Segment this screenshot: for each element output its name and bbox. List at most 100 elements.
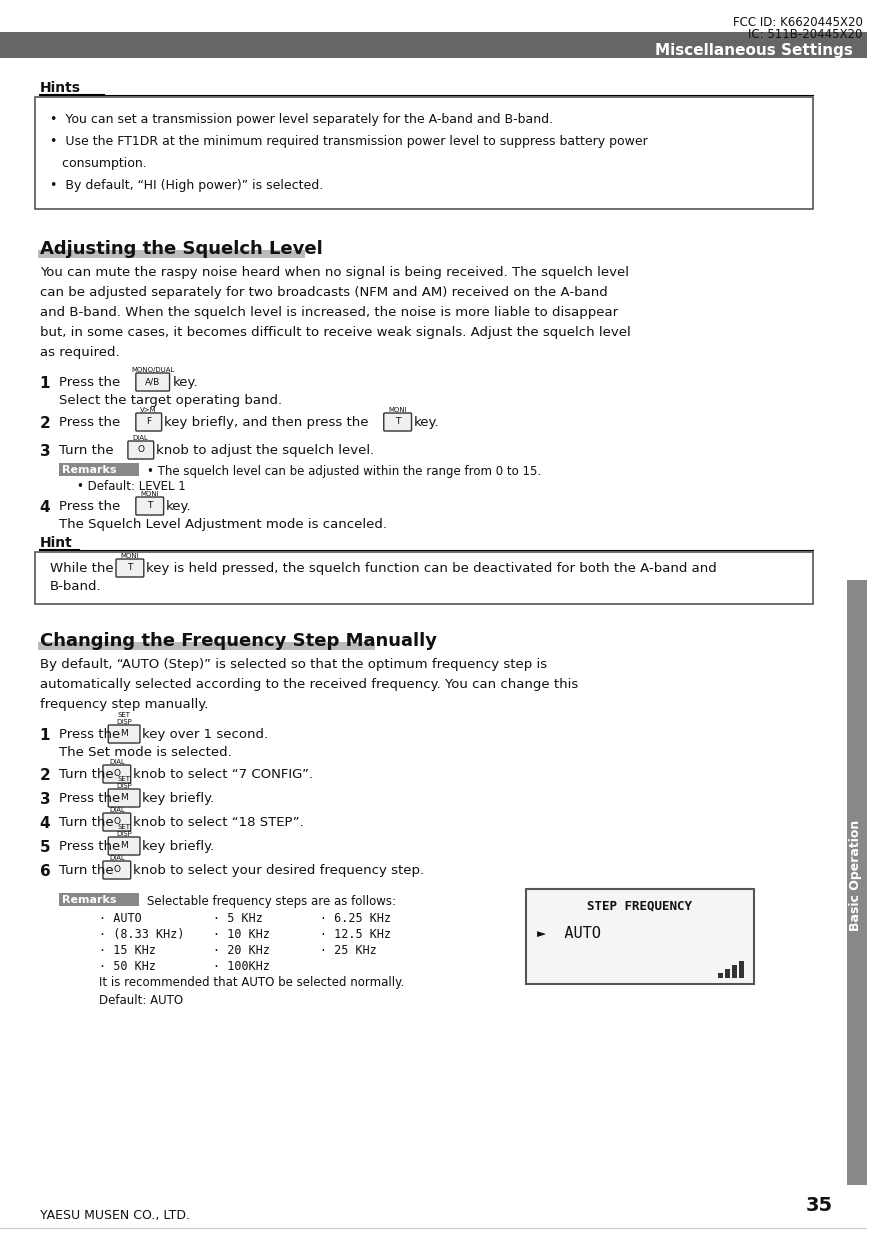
- Text: can be adjusted separately for two broadcasts (NFM and AM) received on the A-ban: can be adjusted separately for two broad…: [39, 285, 607, 299]
- Text: By default, “AUTO (Step)” is selected so that the optimum frequency step is: By default, “AUTO (Step)” is selected so…: [39, 658, 547, 671]
- Text: Miscellaneous Settings: Miscellaneous Settings: [655, 42, 853, 57]
- Text: •  Use the FT1DR at the minimum required transmission power level to suppress ba: • Use the FT1DR at the minimum required …: [50, 135, 648, 148]
- Text: Turn the: Turn the: [59, 444, 114, 457]
- Text: A/B: A/B: [145, 377, 160, 386]
- Text: Turn the: Turn the: [59, 817, 114, 829]
- Text: Default: AUTO: Default: AUTO: [99, 994, 184, 1006]
- Text: · (8.33 KHz)    · 10 KHz       · 12.5 KHz: · (8.33 KHz) · 10 KHz · 12.5 KHz: [99, 928, 392, 941]
- Text: knob to adjust the squelch level.: knob to adjust the squelch level.: [156, 444, 374, 457]
- Text: Turn the: Turn the: [59, 864, 114, 877]
- FancyBboxPatch shape: [128, 441, 154, 459]
- Text: You can mute the raspy noise heard when no signal is being received. The squelch: You can mute the raspy noise heard when …: [39, 266, 628, 279]
- Text: Remarks: Remarks: [62, 465, 117, 475]
- Text: key is held pressed, the squelch function can be deactivated for both the A-band: key is held pressed, the squelch functio…: [146, 562, 717, 575]
- Text: frequency step manually.: frequency step manually.: [39, 697, 208, 711]
- Text: · 50 KHz        · 100KHz: · 50 KHz · 100KHz: [99, 961, 270, 973]
- Text: Hint: Hint: [39, 536, 73, 550]
- Text: 35: 35: [806, 1196, 833, 1215]
- Text: 2: 2: [39, 768, 51, 783]
- Text: 6: 6: [39, 864, 51, 879]
- Text: knob to select “18 STEP”.: knob to select “18 STEP”.: [133, 817, 303, 829]
- Text: DIAL: DIAL: [109, 759, 125, 764]
- Text: Press the: Press the: [59, 416, 121, 429]
- FancyBboxPatch shape: [38, 642, 375, 650]
- FancyBboxPatch shape: [108, 836, 140, 855]
- Text: 3: 3: [39, 444, 51, 459]
- FancyBboxPatch shape: [847, 580, 867, 1185]
- FancyBboxPatch shape: [103, 813, 131, 831]
- FancyBboxPatch shape: [103, 861, 131, 879]
- FancyBboxPatch shape: [525, 889, 753, 984]
- Text: Press the: Press the: [59, 792, 121, 805]
- Text: Adjusting the Squelch Level: Adjusting the Squelch Level: [39, 240, 323, 258]
- Bar: [725, 969, 730, 978]
- Text: M: M: [121, 793, 128, 803]
- Text: The Set mode is selected.: The Set mode is selected.: [59, 746, 232, 759]
- Text: ►  AUTO: ► AUTO: [538, 927, 601, 942]
- Text: T: T: [147, 501, 152, 510]
- Text: Hints: Hints: [39, 81, 80, 96]
- Text: B-band.: B-band.: [50, 580, 101, 593]
- Text: Press the: Press the: [59, 728, 121, 741]
- FancyBboxPatch shape: [0, 32, 867, 58]
- Text: YAESU MUSEN CO., LTD.: YAESU MUSEN CO., LTD.: [39, 1209, 190, 1222]
- Text: Press the: Press the: [59, 840, 121, 853]
- Text: 5: 5: [39, 840, 51, 855]
- Text: STEP FREQUENCY: STEP FREQUENCY: [587, 898, 692, 912]
- Text: DIAL: DIAL: [133, 436, 149, 441]
- Text: F: F: [146, 417, 151, 427]
- Text: Changing the Frequency Step Manually: Changing the Frequency Step Manually: [39, 632, 437, 650]
- Text: 4: 4: [39, 817, 51, 831]
- Text: SET
DISP: SET DISP: [116, 824, 132, 836]
- Text: Turn the: Turn the: [59, 768, 114, 781]
- Bar: [732, 965, 737, 978]
- Text: •  By default, “HI (High power)” is selected.: • By default, “HI (High power)” is selec…: [50, 179, 323, 192]
- Text: T: T: [128, 563, 133, 572]
- FancyBboxPatch shape: [108, 725, 140, 743]
- Text: FCC ID: K6620445X20: FCC ID: K6620445X20: [732, 16, 863, 29]
- Text: SET
DISP: SET DISP: [116, 776, 132, 789]
- FancyBboxPatch shape: [103, 764, 131, 783]
- Bar: [739, 961, 744, 978]
- Text: O: O: [114, 769, 121, 778]
- Text: 1: 1: [39, 728, 50, 743]
- FancyBboxPatch shape: [35, 97, 813, 208]
- Text: but, in some cases, it becomes difficult to receive weak signals. Adjust the squ: but, in some cases, it becomes difficult…: [39, 326, 630, 339]
- Text: key briefly.: key briefly.: [142, 840, 214, 853]
- Text: Basic Operation: Basic Operation: [850, 819, 863, 931]
- Text: key.: key.: [172, 376, 198, 388]
- Text: and B-band. When the squelch level is increased, the noise is more liable to dis: and B-band. When the squelch level is in…: [39, 307, 618, 319]
- Text: key.: key.: [413, 416, 439, 429]
- Text: O: O: [114, 865, 121, 875]
- FancyBboxPatch shape: [135, 413, 162, 431]
- Text: •  You can set a transmission power level separately for the A-band and B-band.: • You can set a transmission power level…: [50, 113, 552, 127]
- Text: Selectable frequency steps are as follows:: Selectable frequency steps are as follow…: [147, 895, 396, 908]
- Text: key briefly.: key briefly.: [142, 792, 214, 805]
- Text: DIAL: DIAL: [109, 855, 125, 861]
- Text: Press the: Press the: [59, 376, 121, 388]
- Text: knob to select your desired frequency step.: knob to select your desired frequency st…: [133, 864, 424, 877]
- Text: 3: 3: [39, 792, 51, 807]
- Bar: [718, 973, 723, 978]
- Text: MONI: MONI: [121, 553, 139, 558]
- FancyBboxPatch shape: [59, 463, 139, 477]
- FancyBboxPatch shape: [116, 558, 144, 577]
- Text: • The squelch level can be adjusted within the range from 0 to 15.: • The squelch level can be adjusted with…: [147, 465, 541, 478]
- Text: key over 1 second.: key over 1 second.: [142, 728, 268, 741]
- Text: Select the target operating band.: Select the target operating band.: [59, 393, 282, 407]
- Text: MONI: MONI: [388, 407, 407, 413]
- Text: 2: 2: [39, 416, 51, 431]
- Text: It is recommended that AUTO be selected normally.: It is recommended that AUTO be selected …: [99, 975, 405, 989]
- Text: V>M: V>M: [141, 407, 157, 413]
- Text: as required.: as required.: [39, 346, 119, 359]
- Text: IC: 511B-20445X20: IC: 511B-20445X20: [748, 29, 863, 41]
- Text: consumption.: consumption.: [50, 158, 146, 170]
- Text: The Squelch Level Adjustment mode is canceled.: The Squelch Level Adjustment mode is can…: [59, 517, 387, 531]
- Text: SET
DISP: SET DISP: [116, 712, 132, 725]
- Text: T: T: [395, 417, 400, 427]
- Text: M: M: [121, 730, 128, 738]
- FancyBboxPatch shape: [38, 249, 305, 258]
- FancyBboxPatch shape: [35, 552, 813, 604]
- Text: 4: 4: [39, 500, 51, 515]
- Text: automatically selected according to the received frequency. You can change this: automatically selected according to the …: [39, 678, 578, 691]
